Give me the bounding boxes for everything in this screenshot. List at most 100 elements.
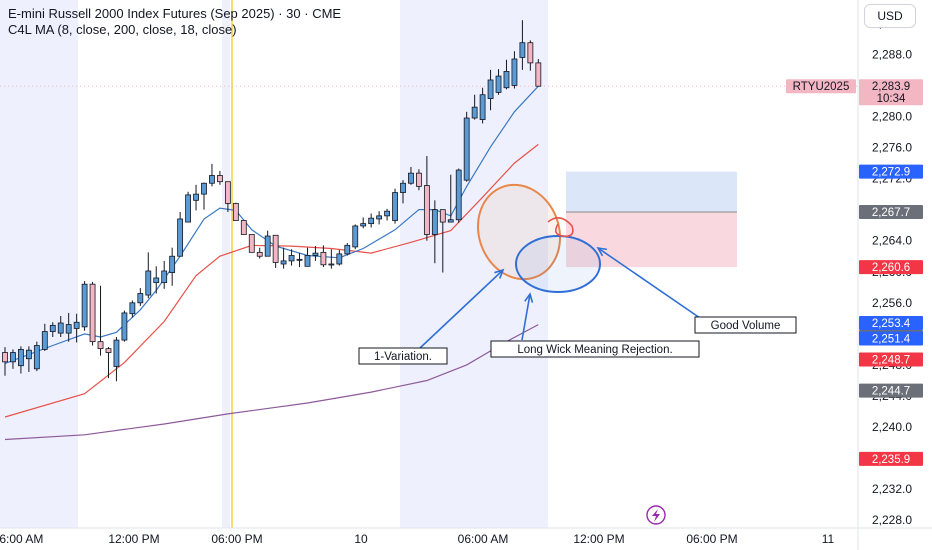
price-badge-bg bbox=[859, 331, 923, 346]
time-tick-label: 06:00 PM bbox=[686, 532, 737, 546]
arrow-wick-head bbox=[524, 292, 534, 303]
candle-body bbox=[439, 209, 446, 223]
candle-body bbox=[240, 220, 247, 235]
arrow-volume-head bbox=[596, 246, 608, 257]
time-axis[interactable]: 06:00 AM 12:00 PM 06:00 PM 10 06:00 AM 12:00 … bbox=[0, 527, 932, 546]
candle-body bbox=[288, 255, 295, 262]
candle-body bbox=[105, 348, 112, 353]
candle-body bbox=[113, 339, 120, 367]
annotation-volume: Good Volume bbox=[694, 316, 797, 334]
annotation-wick: Long Wick Meaning Rejection. bbox=[490, 340, 700, 358]
candle-body bbox=[137, 293, 144, 304]
price-badge-text: 2,260.6 bbox=[872, 262, 910, 274]
price-badge-text: 2,267.7 bbox=[872, 207, 910, 219]
candle-body bbox=[392, 192, 398, 221]
annotation-variation-text: 1-Variation. bbox=[374, 351, 432, 363]
candle-body bbox=[336, 253, 343, 265]
candle-body bbox=[121, 312, 128, 341]
candle-body bbox=[49, 324, 56, 332]
candle-body bbox=[431, 209, 438, 235]
blue-highlight-circle bbox=[515, 235, 601, 293]
price-tick-label: 2,264.0 bbox=[872, 234, 912, 248]
price-badge-bg bbox=[859, 451, 923, 466]
annotation-volume-text: Good Volume bbox=[711, 320, 781, 332]
candle-body bbox=[360, 223, 367, 227]
candle-body bbox=[463, 117, 470, 181]
candle-body bbox=[185, 194, 191, 223]
candle-body bbox=[527, 42, 534, 64]
candle-body bbox=[57, 322, 64, 334]
price-badge: 2,244.7 bbox=[859, 383, 923, 398]
price-badge: 2,251.4 bbox=[859, 331, 923, 346]
price-badge-text: 2,244.7 bbox=[872, 386, 910, 398]
price-badge: 2,248.7 bbox=[859, 352, 923, 367]
annotation-wick-box bbox=[490, 340, 700, 358]
candle-body bbox=[503, 71, 510, 89]
time-tick-label: 06:00 AM bbox=[0, 532, 43, 546]
time-tick-label: 10 bbox=[354, 532, 368, 546]
ma-8-line bbox=[4, 85, 539, 364]
candle-body bbox=[280, 260, 287, 265]
price-badge: 2,235.9 bbox=[859, 451, 923, 466]
price-badge: 2,260.6 bbox=[859, 260, 923, 275]
candle-body bbox=[296, 258, 303, 261]
candle-body bbox=[10, 352, 16, 363]
candle-body bbox=[217, 175, 223, 183]
candle-body bbox=[495, 75, 502, 93]
currency-button[interactable]: USD bbox=[864, 4, 916, 28]
symbol-badge-bg bbox=[786, 79, 856, 94]
price-badge-bg bbox=[859, 260, 923, 275]
price-tick-label: 2,280.0 bbox=[872, 109, 912, 123]
price-badge: 2,283.910:34 RTYU2025 bbox=[786, 79, 923, 106]
arrow-volume bbox=[597, 247, 701, 319]
price-badge-bg bbox=[859, 164, 923, 179]
candle-body bbox=[169, 255, 176, 273]
time-tick-label: 06:00 AM bbox=[458, 532, 509, 546]
candle-body bbox=[408, 172, 414, 184]
red-scribble bbox=[547, 217, 574, 238]
price-tick-label: 2,232.0 bbox=[872, 482, 912, 496]
candles[interactable] bbox=[2, 20, 542, 382]
price-badge-text: 2,283.9 bbox=[872, 81, 910, 93]
candle-body bbox=[479, 94, 486, 120]
candle-body bbox=[248, 234, 255, 253]
candle-body bbox=[272, 234, 279, 263]
symbol-badge-text: RTYU2025 bbox=[793, 81, 850, 93]
candle-body bbox=[368, 217, 375, 225]
moving-averages bbox=[4, 85, 539, 441]
candle-body bbox=[423, 185, 430, 235]
candle-body bbox=[25, 349, 32, 360]
candle-body bbox=[232, 203, 239, 221]
arrow-variation-head bbox=[494, 268, 505, 279]
time-tick-label: 12:00 PM bbox=[573, 532, 624, 546]
candle-body bbox=[81, 283, 88, 328]
candle-body bbox=[384, 210, 390, 217]
candle-body bbox=[145, 270, 152, 296]
candle-body bbox=[328, 263, 335, 266]
candle-body bbox=[73, 321, 80, 329]
ma-200-line bbox=[4, 324, 539, 441]
candle-body bbox=[535, 62, 542, 87]
indicator-legend[interactable]: C4L MA (8, close, 200, close, 18, close) bbox=[8, 22, 237, 37]
candle-body bbox=[224, 181, 231, 204]
price-badge-bg bbox=[859, 352, 923, 367]
price-axis[interactable]: 2,228.02,232.02,236.02,240.02,244.02,248… bbox=[786, 0, 923, 550]
chart-title: E-mini Russell 2000 Index Futures (Sep 2… bbox=[8, 6, 342, 21]
price-badge-bg bbox=[859, 383, 923, 398]
candle-body bbox=[352, 225, 359, 248]
candle-body bbox=[129, 302, 136, 315]
price-badge: 2,267.7 bbox=[859, 204, 923, 219]
candle-body bbox=[487, 79, 494, 100]
candle-body bbox=[471, 106, 478, 119]
annotations[interactable]: 1-Variation. Long Wick Meaning Rejection.… bbox=[358, 173, 797, 525]
price-badge: 2,272.9 bbox=[859, 164, 923, 179]
candle-body bbox=[511, 58, 518, 86]
annotation-variation-box bbox=[358, 347, 448, 365]
candle-body bbox=[256, 251, 263, 257]
candle-body bbox=[2, 352, 8, 363]
candle-body bbox=[344, 244, 351, 255]
candle-body bbox=[455, 169, 462, 221]
candle-body bbox=[161, 270, 168, 284]
annotation-volume-box bbox=[694, 316, 797, 334]
